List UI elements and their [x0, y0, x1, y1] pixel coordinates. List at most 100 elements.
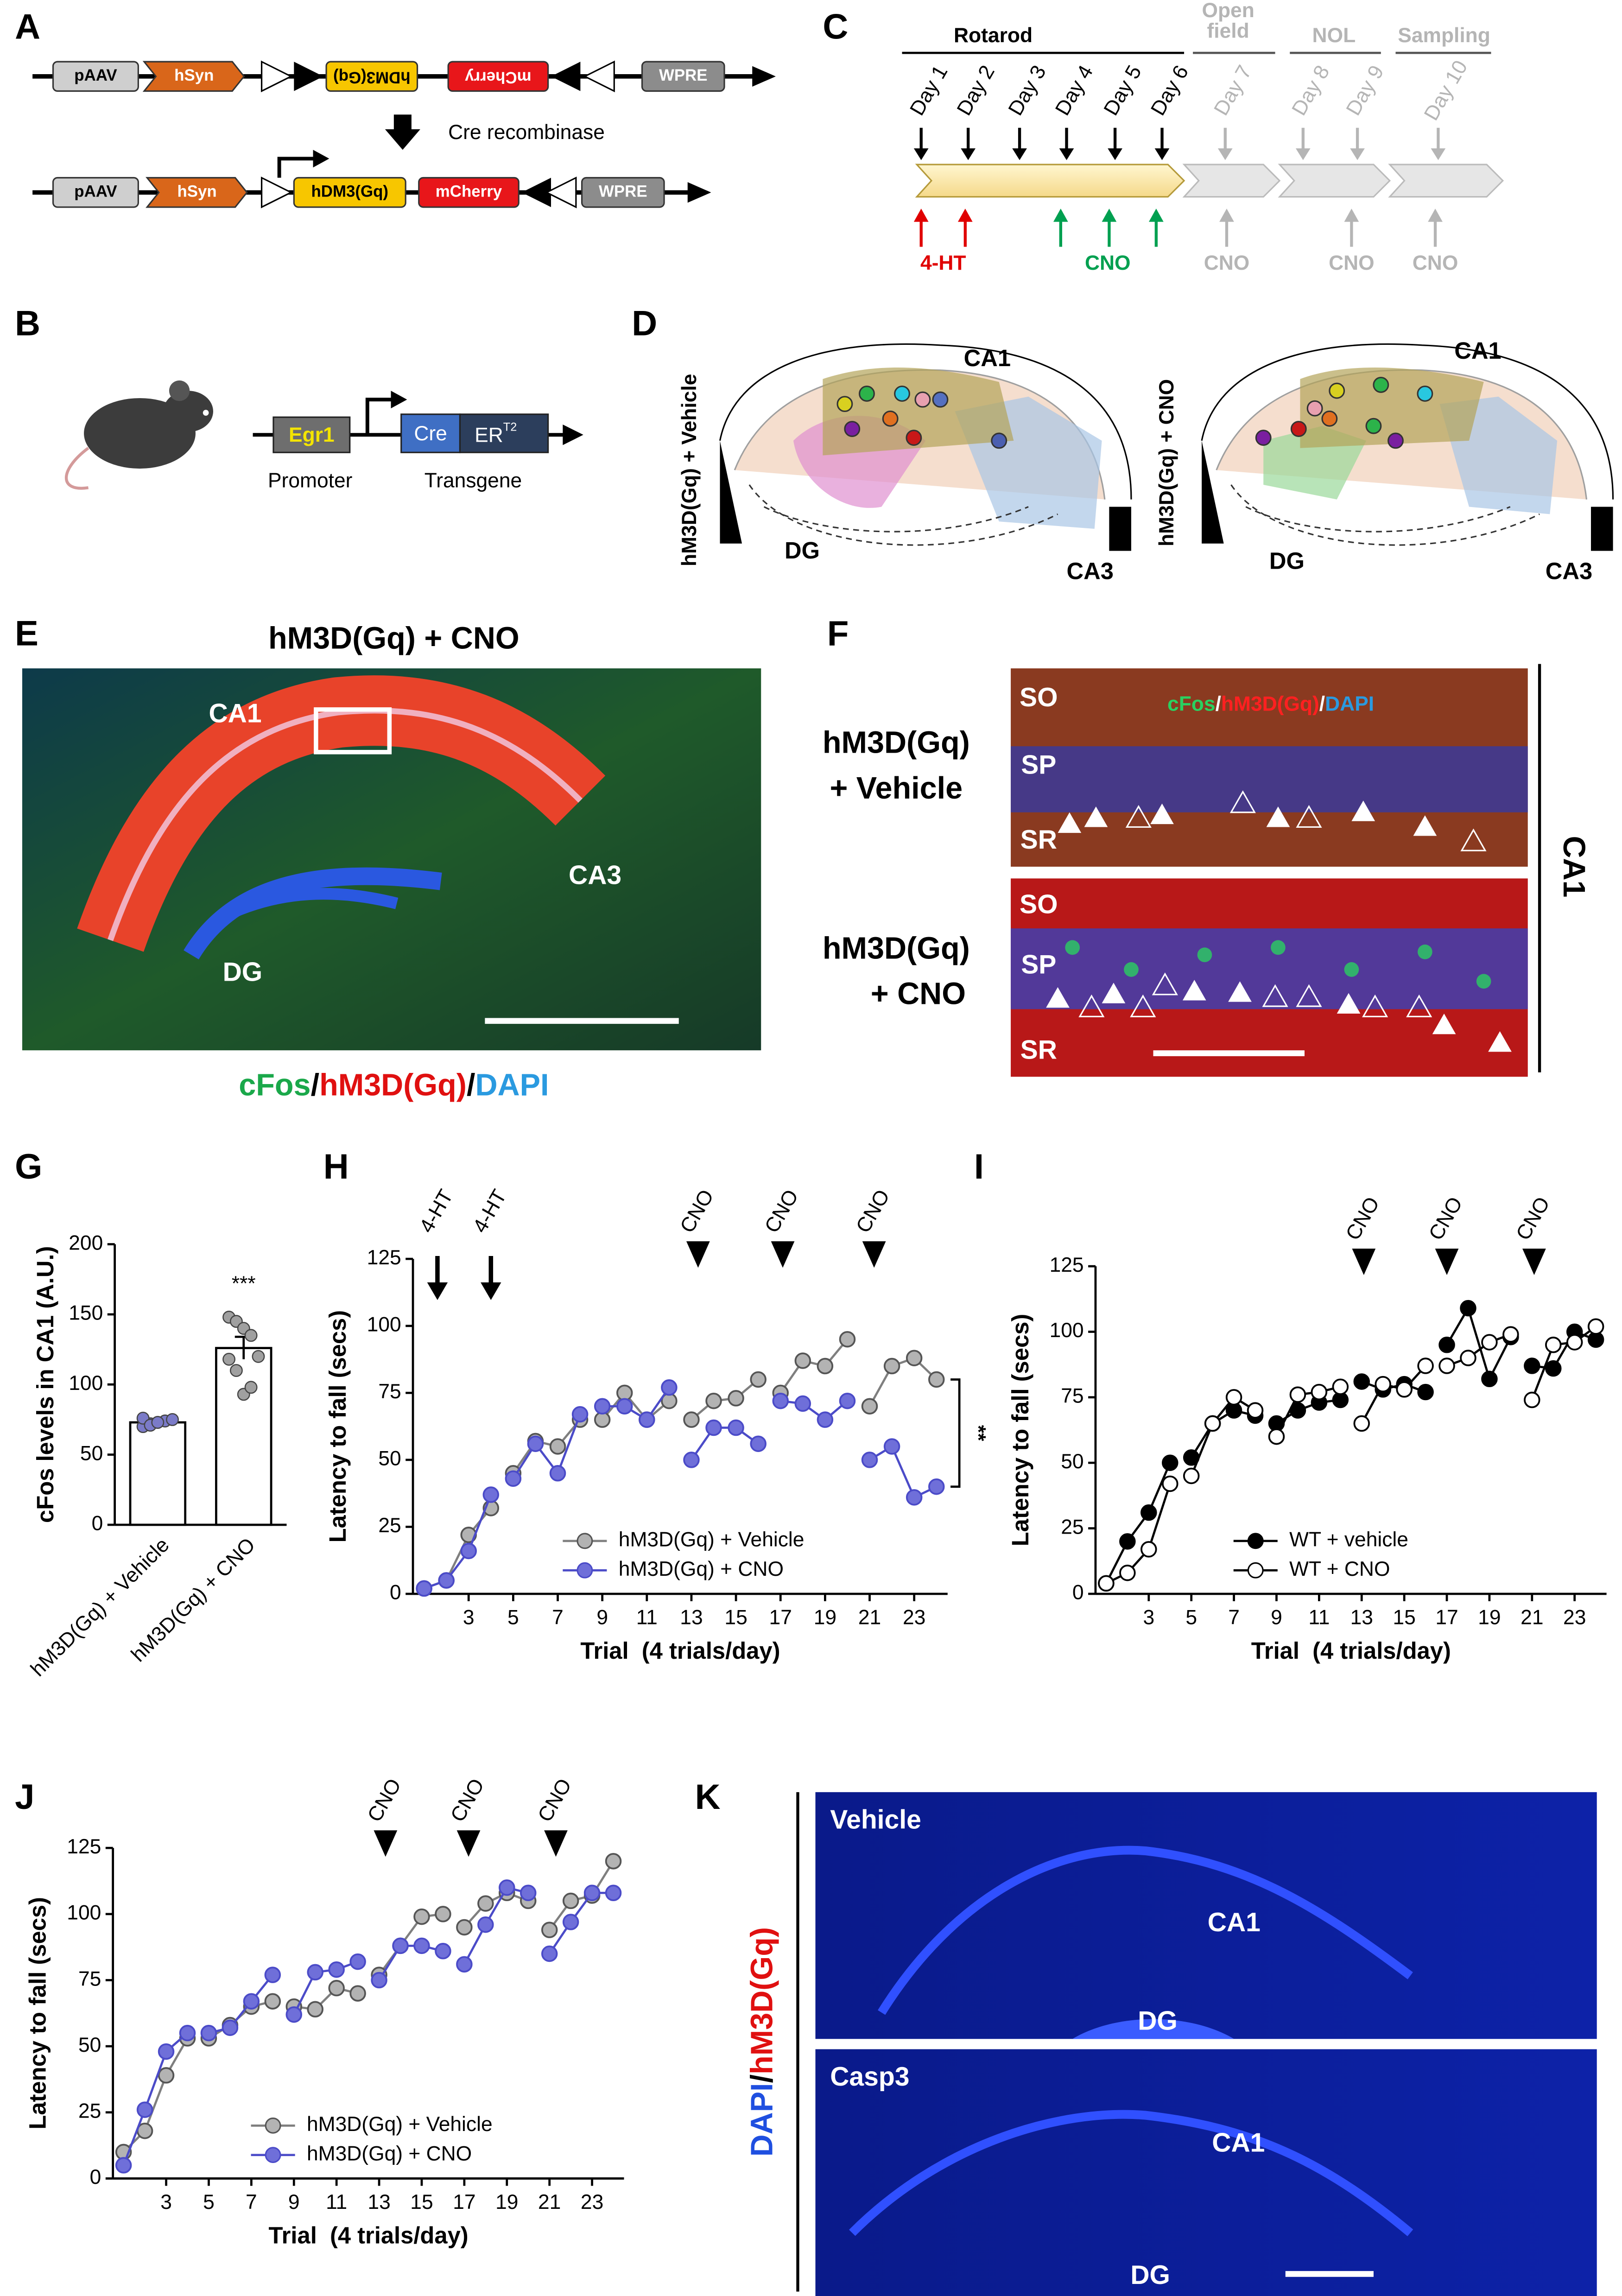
series-line — [869, 1445, 937, 1499]
y-tick-label: 150 — [69, 1302, 103, 1325]
annotation-label: CNO — [1512, 1193, 1554, 1244]
data-point — [1417, 1383, 1434, 1401]
data-point — [705, 1419, 722, 1436]
data-point — [200, 2024, 217, 2042]
data-point — [520, 1884, 537, 1902]
series-line — [780, 1400, 848, 1421]
legend-marker — [265, 2117, 281, 2134]
day-label: Day 1 — [906, 62, 952, 120]
data-point — [817, 1357, 834, 1375]
data-point — [728, 1419, 744, 1436]
layer-label: SP — [1021, 950, 1056, 980]
drug-label: 4-HT — [920, 252, 966, 274]
gene-name: Cre — [414, 422, 447, 445]
data-point — [456, 1956, 473, 1973]
legend-label: hM3D(Gq) + CNO — [307, 2142, 472, 2165]
panel-label: E — [15, 614, 38, 653]
legend-marker — [1247, 1562, 1264, 1579]
data-point — [1353, 1415, 1370, 1432]
condition-label: Vehicle — [830, 1805, 921, 1834]
data-point — [328, 1979, 345, 1997]
x-tick-label: 3 — [160, 2191, 172, 2214]
legend-marker — [265, 2147, 281, 2163]
data-point — [1353, 1373, 1370, 1390]
series-line — [1105, 1483, 1172, 1585]
data-point — [136, 2101, 153, 2118]
x-tick-label: 23 — [903, 1606, 925, 1629]
panel-label: I — [974, 1147, 984, 1186]
element-label: hDM3(Gq) — [333, 69, 411, 87]
series-line — [122, 2032, 189, 2166]
annotation-label: CNO — [676, 1186, 718, 1237]
x-tick-label: 9 — [596, 1606, 608, 1629]
x-tick-label: 5 — [507, 1606, 519, 1629]
series-line — [868, 1357, 938, 1407]
annotation-label: CNO — [1425, 1193, 1467, 1244]
data-point — [683, 1411, 700, 1428]
panel-label: J — [15, 1777, 34, 1817]
data-point — [549, 1438, 566, 1455]
legend-marker — [577, 1562, 593, 1579]
data-point — [1140, 1541, 1157, 1558]
y-tick-label: 25 — [1061, 1516, 1083, 1538]
legend-label: hM3D(Gq) + Vehicle — [307, 2113, 493, 2136]
arrow-head — [1217, 148, 1233, 160]
significance-bracket — [950, 1378, 961, 1488]
data-point — [435, 1906, 451, 1922]
y-tick-label: 125 — [1050, 1254, 1084, 1276]
data-point — [541, 1922, 558, 1938]
element-label: WPRE — [659, 66, 708, 84]
region-label: CA3 — [1546, 558, 1592, 584]
data-point — [1587, 1318, 1604, 1335]
x-tick-label: 23 — [581, 2191, 603, 2214]
x-axis-label: Trial (4 trials/day) — [580, 1637, 780, 1664]
x-tick-label: 3 — [463, 1606, 475, 1629]
data-point — [728, 1390, 744, 1407]
data-point — [817, 1411, 834, 1428]
day-label: Day 8 — [1287, 62, 1334, 120]
data-point — [413, 1908, 430, 1925]
panel-label: F — [827, 614, 849, 653]
significance: ** — [967, 1425, 989, 1441]
data-point — [115, 2157, 132, 2174]
y-tick-label: 100 — [367, 1313, 401, 1336]
data-point — [594, 1398, 611, 1415]
annotation-marker — [1435, 1249, 1459, 1275]
y-tick-label: 100 — [67, 1902, 101, 1924]
data-point — [307, 1964, 323, 1981]
data-point — [1225, 1389, 1242, 1406]
y-tick-label: 50 — [1061, 1450, 1083, 1473]
data-point — [307, 2001, 323, 2018]
series-line — [548, 1891, 614, 1954]
data-point — [1438, 1337, 1455, 1353]
series-line — [463, 1886, 529, 1965]
data-point — [906, 1489, 923, 1506]
data-point — [1161, 1454, 1178, 1471]
annotation-arrow-head — [427, 1282, 448, 1300]
data-point — [1332, 1378, 1349, 1395]
y-tick-label: 200 — [69, 1231, 103, 1254]
x-tick-label: 11 — [1308, 1606, 1330, 1629]
day-label: Day 10 — [1420, 57, 1472, 124]
series-line — [1361, 1365, 1426, 1424]
series-line — [1446, 1333, 1511, 1367]
hippocampus-schematics: CA1 DG CA3 hM3D(Gq) + Vehicle CA1 DG CA3… — [678, 337, 1614, 584]
series-line — [1531, 1326, 1597, 1401]
data-point — [1119, 1564, 1136, 1581]
data-point — [264, 1966, 281, 1983]
x-tick-label: 5 — [1185, 1606, 1197, 1629]
day-label: Day 2 — [953, 62, 999, 120]
phase: Open — [1202, 0, 1254, 22]
data-point — [616, 1384, 633, 1402]
day-label: Day 4 — [1051, 62, 1097, 120]
data-point — [244, 1381, 258, 1394]
series-line — [779, 1338, 849, 1394]
annotation-arrow-head — [481, 1282, 501, 1300]
x-tick-label: 9 — [1271, 1606, 1282, 1629]
data-point — [1460, 1300, 1476, 1317]
arrow-head — [1108, 148, 1122, 160]
annotation-marker — [1352, 1249, 1376, 1275]
x-tick-label: 19 — [1478, 1606, 1501, 1629]
gene-name: ERT2 — [475, 420, 517, 446]
